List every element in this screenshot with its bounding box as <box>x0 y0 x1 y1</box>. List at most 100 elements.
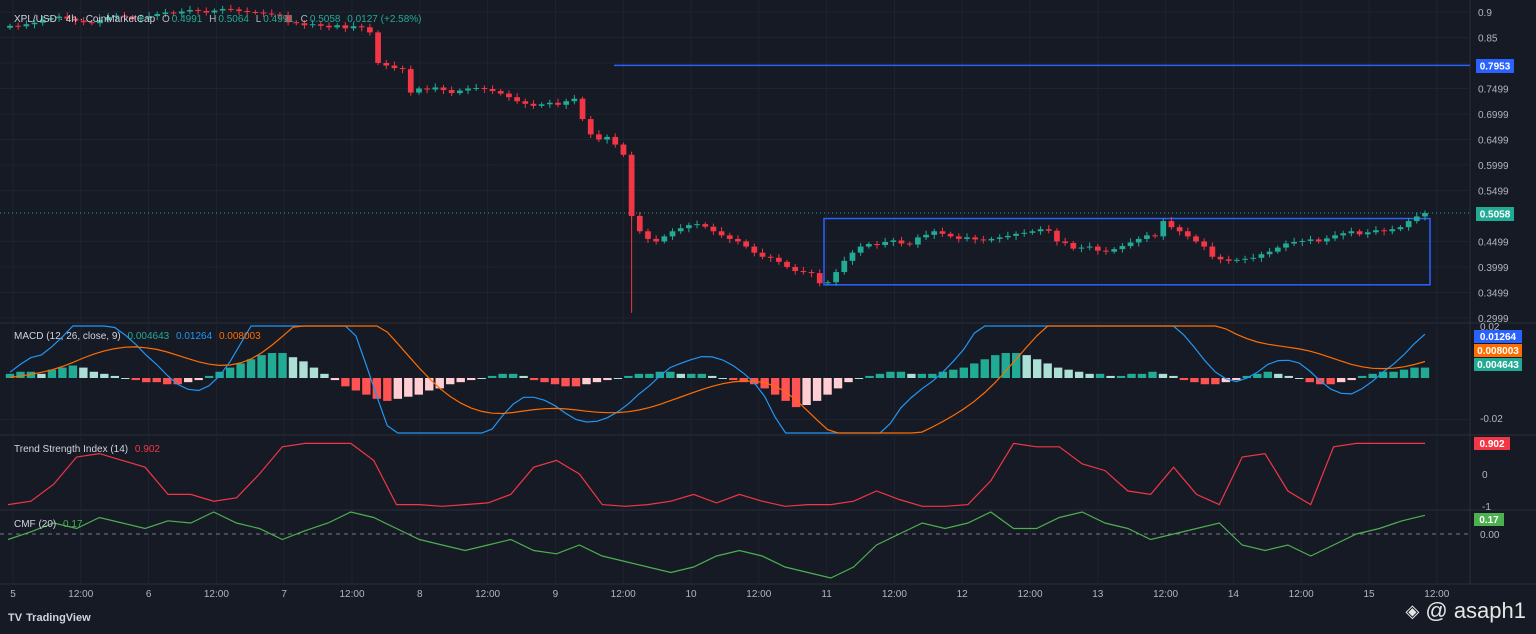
macd-histogram-bar <box>183 378 193 383</box>
candle-body <box>939 231 946 234</box>
macd-histogram-bar <box>1190 378 1199 383</box>
macd-histogram-bar <box>1221 378 1231 383</box>
candle-body <box>7 25 13 28</box>
candle-body <box>735 238 741 242</box>
macd-histogram-bar <box>687 373 696 378</box>
candle-body <box>898 240 905 244</box>
macd-histogram-bar <box>1095 373 1105 378</box>
macd-histogram-bar <box>47 369 57 378</box>
candle-body <box>203 10 210 13</box>
macd-histogram-bar <box>1106 375 1115 378</box>
candle-body <box>1037 229 1044 232</box>
macd-histogram-bar <box>299 361 308 378</box>
candle-body <box>915 237 921 245</box>
macd-histogram-bar <box>802 378 811 406</box>
time-tick-label: 5 <box>10 589 16 600</box>
macd-histogram-bar <box>1336 378 1346 383</box>
candle-body <box>653 238 660 242</box>
macd-axis-label: 0.02 <box>1480 322 1500 333</box>
candle-body <box>538 104 545 106</box>
macd-histogram-bar <box>487 375 497 378</box>
price-tick-label: 0.3499 <box>1478 289 1509 300</box>
tradingview-label: TradingView <box>26 612 91 624</box>
macd-histogram-bar <box>1399 369 1409 378</box>
candle-body <box>1184 231 1191 237</box>
macd-histogram-bar <box>1200 378 1210 385</box>
candle-body <box>293 22 300 24</box>
candle-body <box>1070 242 1077 249</box>
macd-histogram-bar <box>351 378 361 391</box>
candle-body <box>1209 246 1216 257</box>
svg-text:0.902: 0.902 <box>1479 439 1504 450</box>
macd-histogram-bar <box>372 378 382 399</box>
macd-histogram-bar <box>666 371 675 378</box>
tsi-axis-label: -1 <box>1482 502 1491 513</box>
macd-histogram-bar <box>508 373 518 378</box>
tradingview-brand[interactable]: TV TradingView <box>8 612 91 624</box>
candle-body <box>497 91 504 94</box>
macd-histogram-bar <box>1085 373 1094 378</box>
macd-histogram-bar <box>1263 371 1272 378</box>
candle-body <box>669 231 676 237</box>
candle-body <box>15 25 22 27</box>
candle-body <box>1103 250 1109 252</box>
price-legend: XPL/USD · 4h · CoinMarketCap O 0.4991 H 0.… <box>14 14 422 25</box>
macd-histogram-bar <box>718 378 727 379</box>
macd-histogram-bar <box>1211 378 1220 385</box>
price-tick-label: 0.2999 <box>1478 314 1509 325</box>
macd-histogram-bar <box>5 373 15 378</box>
macd-histogram-bar <box>362 378 371 395</box>
candle-body <box>1373 230 1379 233</box>
candle-body <box>1119 246 1126 250</box>
candle-body <box>317 24 324 26</box>
candle-body <box>432 87 439 90</box>
price-tick-label: 0.4499 <box>1478 238 1509 249</box>
candle-body <box>1364 232 1371 235</box>
svg-text:0.008003: 0.008003 <box>1477 346 1519 357</box>
candle-body <box>996 237 1003 239</box>
candle-body <box>72 18 79 21</box>
macd-histogram-bar <box>1410 367 1419 378</box>
candle-body <box>555 102 561 105</box>
macd-histogram-bar <box>729 378 738 381</box>
candle-body <box>473 87 480 89</box>
macd-histogram-bar <box>634 373 644 378</box>
candle-body <box>23 24 30 27</box>
macd-histogram-bar <box>446 378 455 385</box>
candle-body <box>530 103 537 106</box>
svg-text:0.004643: 0.004643 <box>1477 360 1519 371</box>
candle-body <box>1250 257 1257 259</box>
macd-histogram-bar <box>1158 373 1168 378</box>
binance-logo-icon: ◈ <box>1405 600 1420 621</box>
time-tick-label: 14 <box>1228 589 1240 600</box>
time-tick-label: 12 <box>957 589 969 600</box>
signal-badge: 0.008003 <box>1474 344 1522 357</box>
candle-body <box>416 88 422 93</box>
candle-body <box>767 256 774 258</box>
cmf-legend: CMF (20) 0.17 <box>14 519 83 530</box>
candle-body <box>481 87 488 89</box>
candle-body <box>31 22 38 25</box>
candle-body <box>882 241 889 246</box>
macd-histogram-bar <box>131 378 140 381</box>
svg-text:0.01264: 0.01264 <box>1480 332 1517 343</box>
candle-body <box>1340 233 1347 236</box>
candle-body <box>326 25 332 28</box>
macd-histogram-bar <box>1064 369 1073 378</box>
candle-body <box>138 17 144 20</box>
macd-histogram-bar <box>477 378 486 379</box>
candle-body <box>808 272 815 274</box>
time-tick-label: 8 <box>417 589 423 600</box>
macd-histogram-bar <box>833 378 843 389</box>
macd-histogram-bar <box>938 371 948 378</box>
macd-histogram-bar <box>561 378 570 387</box>
macd-histogram-bar <box>928 373 937 378</box>
macd-badge: 0.01264 <box>1474 330 1522 343</box>
macd-histogram-bar <box>425 378 434 391</box>
candle-body <box>964 237 970 239</box>
candle-body <box>980 239 987 241</box>
candle-body <box>759 252 766 257</box>
cmf-axis-label: 0.00 <box>1480 530 1500 541</box>
macd-histogram-bar <box>341 378 350 387</box>
